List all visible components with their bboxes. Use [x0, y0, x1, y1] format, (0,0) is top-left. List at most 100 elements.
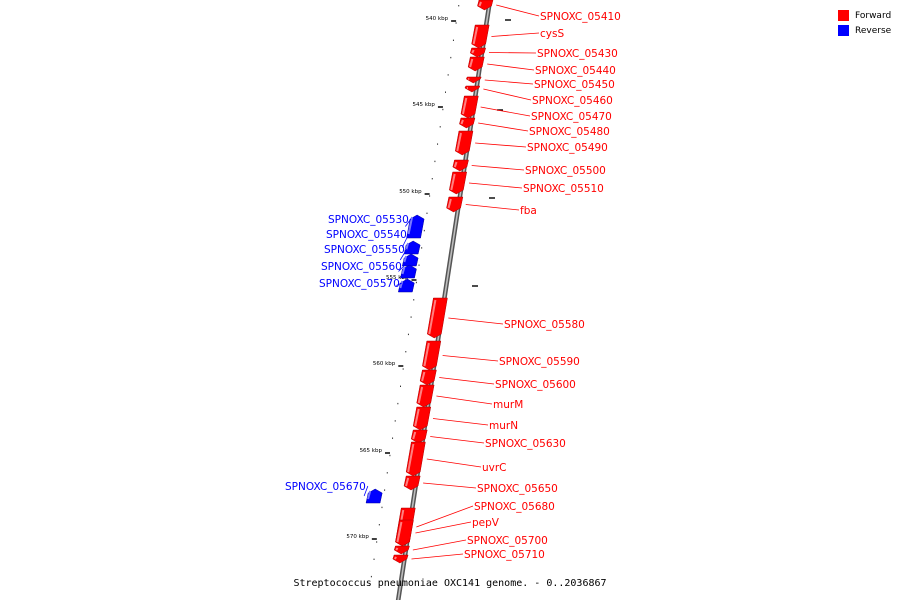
- gene-label[interactable]: SPNOXC_05710: [464, 549, 545, 561]
- genome-caption: Streptococcus pneumoniae OXC141 genome. …: [293, 578, 607, 589]
- minor-tick: [458, 5, 460, 7]
- gene-SPNOXC_05540[interactable]: [403, 240, 421, 255]
- gene-SPNOXC_05490[interactable]: [455, 130, 474, 156]
- gene-label[interactable]: SPNOXC_05460: [532, 95, 613, 107]
- gene-SPNOXC_05700[interactable]: [393, 545, 410, 555]
- label-connector: [442, 355, 499, 362]
- gene-label[interactable]: SPNOXC_05470: [531, 111, 612, 123]
- gene-highlight: [412, 431, 417, 440]
- gene-arrow[interactable]: [465, 76, 482, 84]
- label-connector: [465, 204, 520, 211]
- minor-tick: [381, 506, 383, 509]
- gene-murN[interactable]: [412, 406, 432, 431]
- gene-label[interactable]: SPNOXC_05700: [467, 535, 548, 547]
- gene-highlight: [461, 97, 468, 115]
- gene-SPNOXC_05630[interactable]: [410, 429, 428, 444]
- gene-uvrC[interactable]: [405, 441, 426, 477]
- tick-label: 570 kbp: [346, 534, 369, 540]
- gene-label[interactable]: SPNOXC_05440: [535, 65, 616, 77]
- tick-label: 550 kbp: [399, 189, 422, 195]
- gene-arrow[interactable]: [464, 85, 481, 93]
- gene-label[interactable]: uvrC: [482, 462, 507, 474]
- gene-label[interactable]: SPNOXC_05680: [474, 501, 555, 513]
- minor-tick: [389, 454, 391, 457]
- gene-label[interactable]: SPNOXC_05580: [504, 319, 585, 331]
- gene-label[interactable]: SPNOXC_05570: [319, 278, 400, 290]
- gene-label[interactable]: SPNOXC_05450: [534, 79, 615, 91]
- gene-SPNOXC_05560[interactable]: [400, 264, 417, 279]
- label-connector: [484, 79, 534, 85]
- gene-highlight: [407, 443, 415, 473]
- gene-label[interactable]: SPNOXC_05630: [485, 438, 566, 450]
- gene-SPNOXC_05460[interactable]: [464, 85, 481, 93]
- legend-item-forward[interactable]: Forward: [838, 8, 891, 23]
- minor-tick: [394, 420, 396, 422]
- gene-label[interactable]: SPNOXC_05550: [324, 244, 405, 256]
- gene-arrow[interactable]: [405, 441, 426, 477]
- gene-fba[interactable]: [446, 196, 464, 213]
- gene-label[interactable]: fba: [520, 205, 537, 217]
- legend-item-reverse[interactable]: Reverse: [838, 23, 891, 38]
- gene-SPNOXC_05510[interactable]: [449, 171, 467, 195]
- gene-label[interactable]: SPNOXC_05500: [525, 165, 606, 177]
- gene-SPNOXC_05570[interactable]: [398, 278, 415, 293]
- gene-label[interactable]: SPNOXC_05530: [328, 214, 409, 226]
- gene-SPNOXC_05650[interactable]: [403, 475, 421, 491]
- gene-label[interactable]: SPNOXC_05490: [527, 142, 608, 154]
- gene-label[interactable]: murN: [489, 420, 518, 432]
- gene-murM[interactable]: [416, 384, 435, 408]
- minor-tick: [392, 437, 394, 439]
- gene-highlight: [450, 173, 456, 191]
- gene-SPNOXC_05480[interactable]: [459, 117, 476, 129]
- label-connector: [415, 521, 472, 534]
- gene-SPNOXC_05590[interactable]: [422, 340, 442, 371]
- gene-label[interactable]: murM: [493, 399, 523, 411]
- gene-SPNOXC_05470[interactable]: [460, 95, 479, 119]
- minor-tick: [429, 195, 431, 197]
- gene-SPNOXC_05500[interactable]: [452, 159, 469, 172]
- gene-label[interactable]: SPNOXC_05540: [326, 229, 407, 241]
- gene-label[interactable]: SPNOXC_05650: [477, 483, 558, 495]
- gene-label[interactable]: SPNOXC_05560: [321, 261, 402, 273]
- minor-tick: [439, 126, 441, 128]
- gene-SPNOXC_05670[interactable]: [365, 488, 383, 504]
- gene-pepV[interactable]: [395, 519, 414, 547]
- label-connector: [399, 248, 408, 261]
- label-connector: [432, 418, 489, 426]
- gene-label[interactable]: SPNOXC_05510: [523, 183, 604, 195]
- gene-SPNOXC_05530[interactable]: [406, 214, 425, 239]
- gene-label[interactable]: SPNOXC_05590: [499, 356, 580, 368]
- gene-SPNOXC_05710[interactable]: [392, 554, 409, 564]
- minor-tick: [386, 472, 388, 474]
- gene-highlight: [405, 477, 410, 487]
- gene-highlight: [396, 521, 403, 543]
- gene-label[interactable]: SPNOXC_05480: [529, 126, 610, 138]
- gene-SPNOXC_05550[interactable]: [401, 253, 419, 267]
- label-connector: [412, 539, 467, 551]
- gene-label[interactable]: SPNOXC_05600: [495, 379, 576, 391]
- gene-arrow[interactable]: [393, 545, 410, 555]
- gene-SPNOXC_05580[interactable]: [427, 297, 448, 339]
- gene-SPNOXC_05600[interactable]: [419, 369, 437, 386]
- minor-tick: [452, 39, 454, 41]
- gene-features: [365, 0, 494, 564]
- gene-arrow[interactable]: [392, 554, 409, 564]
- label-connector: [488, 52, 537, 54]
- gene-label[interactable]: SPNOXC_05430: [537, 48, 618, 60]
- gene-label[interactable]: SPNOXC_05670: [285, 481, 366, 493]
- gene-SPNOXC_05430[interactable]: [469, 47, 486, 58]
- minor-tick: [421, 247, 423, 249]
- gene-label[interactable]: pepV: [472, 517, 500, 529]
- gene-cysS[interactable]: [471, 24, 490, 49]
- minor-tick: [418, 264, 420, 266]
- gene-label[interactable]: SPNOXC_05410: [540, 11, 621, 23]
- label-connector: [491, 32, 540, 37]
- minor-tick: [407, 333, 409, 336]
- gene-arrow[interactable]: [427, 297, 448, 339]
- gene-SPNOXC_05440[interactable]: [467, 56, 485, 72]
- gene-SPNOXC_05450[interactable]: [465, 76, 482, 84]
- minor-tick: [384, 489, 386, 491]
- gene-label[interactable]: cysS: [540, 28, 564, 40]
- gene-SPNOXC_05410[interactable]: [477, 0, 494, 11]
